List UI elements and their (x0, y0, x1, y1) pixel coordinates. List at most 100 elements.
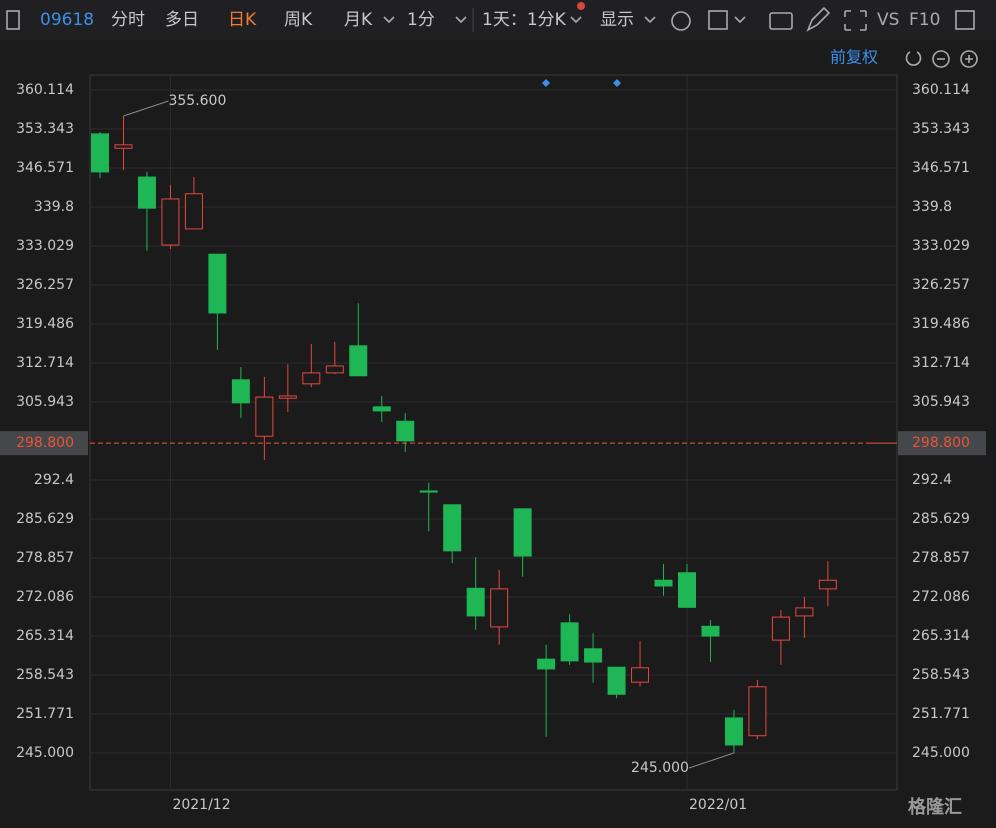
annotation-leader (688, 752, 735, 769)
tab[interactable]: 周K (284, 10, 313, 30)
chevron (383, 16, 395, 24)
candle-body (631, 667, 650, 683)
display-menu[interactable]: 显示 (600, 10, 634, 30)
x-tick-label: 2022/01 (689, 797, 747, 813)
last-price-box (898, 431, 986, 456)
pen-icon[interactable] (806, 6, 831, 32)
y-tick-label: 305.943 (16, 394, 74, 410)
checkbox-icon[interactable] (708, 10, 728, 30)
candle-body (396, 420, 415, 442)
candle-body (513, 508, 532, 557)
last-price-label: 298.800 (16, 435, 74, 451)
candle-body (654, 579, 673, 587)
candle-body (255, 396, 274, 437)
y-tick-label-right: 285.629 (912, 511, 970, 527)
vs-button[interactable]: VS (877, 10, 899, 30)
y-tick-label: 292.4 (34, 472, 74, 488)
y-tick-label-right: 292.4 (912, 472, 952, 488)
panel-icon[interactable] (6, 10, 20, 30)
candle-body (208, 253, 227, 314)
camera-icon[interactable] (769, 12, 793, 30)
chart: 245.000 245.000 251.771 251.771 258.543 258.5… (0, 75, 986, 813)
adjust-toggle[interactable]: 前复权 (830, 48, 878, 67)
fullscreen-icon[interactable] (844, 10, 867, 31)
y-tick-label-right: 258.543 (912, 667, 970, 683)
y-tick-label: 285.629 (16, 511, 74, 527)
y-tick-label: 251.771 (16, 706, 74, 722)
y-tick-label-right: 326.257 (912, 277, 970, 293)
tab-active[interactable]: 日K (228, 10, 257, 30)
candle-body (771, 616, 790, 641)
y-tick-label-right: 305.943 (912, 394, 970, 410)
y-tick-label: 360.114 (16, 82, 74, 98)
y-tick-label-right: 346.571 (912, 160, 970, 176)
watermark: 格隆汇 (908, 796, 962, 818)
tab[interactable]: 1分 (407, 10, 435, 30)
badge (577, 2, 585, 10)
y-tick-label: 272.086 (16, 589, 74, 605)
candle-body (537, 658, 556, 670)
zoom-out-icon[interactable] (932, 50, 950, 68)
panel-icon[interactable] (955, 10, 975, 30)
candle-body (137, 176, 156, 209)
y-tick-label: 326.257 (16, 277, 74, 293)
stock-code[interactable]: 09618 (40, 10, 94, 30)
candle-body (466, 587, 485, 617)
y-tick-label: 278.857 (16, 550, 74, 566)
candle-body (724, 717, 743, 746)
y-tick-label-right: 339.8 (912, 199, 952, 215)
x-tick-label: 2021/12 (172, 797, 230, 813)
y-tick-label-right: 251.771 (912, 706, 970, 722)
y-tick-label-right: 245.000 (912, 745, 970, 761)
candle-body (443, 504, 462, 552)
y-tick-label-right: 353.343 (912, 121, 970, 137)
tab[interactable]: 月K (344, 10, 373, 30)
y-tick-label: 265.314 (16, 628, 74, 644)
y-tick-label: 333.029 (16, 238, 74, 254)
zoom-in-icon[interactable] (960, 50, 978, 68)
y-tick-label-right: 312.714 (912, 355, 970, 371)
toolbar (0, 0, 996, 40)
candle-body (701, 625, 720, 637)
candle-body (584, 648, 603, 663)
y-tick-label-right: 265.314 (912, 628, 970, 644)
y-tick-label: 339.8 (34, 199, 74, 215)
y-tick-label: 353.343 (16, 121, 74, 137)
y-tick-label: 319.486 (16, 316, 74, 332)
annotation-label: 355.600 (168, 93, 226, 109)
candle-body (278, 395, 297, 399)
chevron (734, 16, 746, 24)
candle-body (231, 379, 250, 404)
reset-icon[interactable] (905, 51, 922, 66)
chevron (644, 16, 656, 24)
settings-icon[interactable] (671, 11, 691, 31)
candle-body (161, 198, 180, 246)
candle-body (818, 579, 837, 590)
candle-body (184, 193, 203, 230)
chevron (570, 16, 582, 24)
last-price-label-right: 298.800 (912, 435, 970, 451)
candle-body (560, 622, 579, 662)
candle-body (325, 365, 344, 374)
candle-body (748, 686, 767, 737)
candle-body (607, 666, 626, 695)
candle-body (302, 372, 321, 385)
candle-body (114, 144, 133, 149)
y-tick-label: 258.543 (16, 667, 74, 683)
tab[interactable]: 分时 (111, 10, 145, 30)
period-select[interactable]: 1天：1分K (482, 10, 567, 30)
y-tick-label-right: 278.857 (912, 550, 970, 566)
y-tick-label-right: 333.029 (912, 238, 970, 254)
candle-body (678, 572, 696, 608)
candle-body (91, 133, 109, 173)
y-tick-label: 312.714 (16, 355, 74, 371)
y-tick-label-right: 272.086 (912, 589, 970, 605)
tab[interactable]: 多日 (165, 10, 199, 30)
y-tick-label-right: 319.486 (912, 316, 970, 332)
f10-button[interactable]: F10 (909, 10, 940, 30)
candle-body (490, 588, 509, 628)
candle-body (372, 406, 391, 412)
y-tick-label: 346.571 (16, 160, 74, 176)
chevron (455, 16, 467, 24)
